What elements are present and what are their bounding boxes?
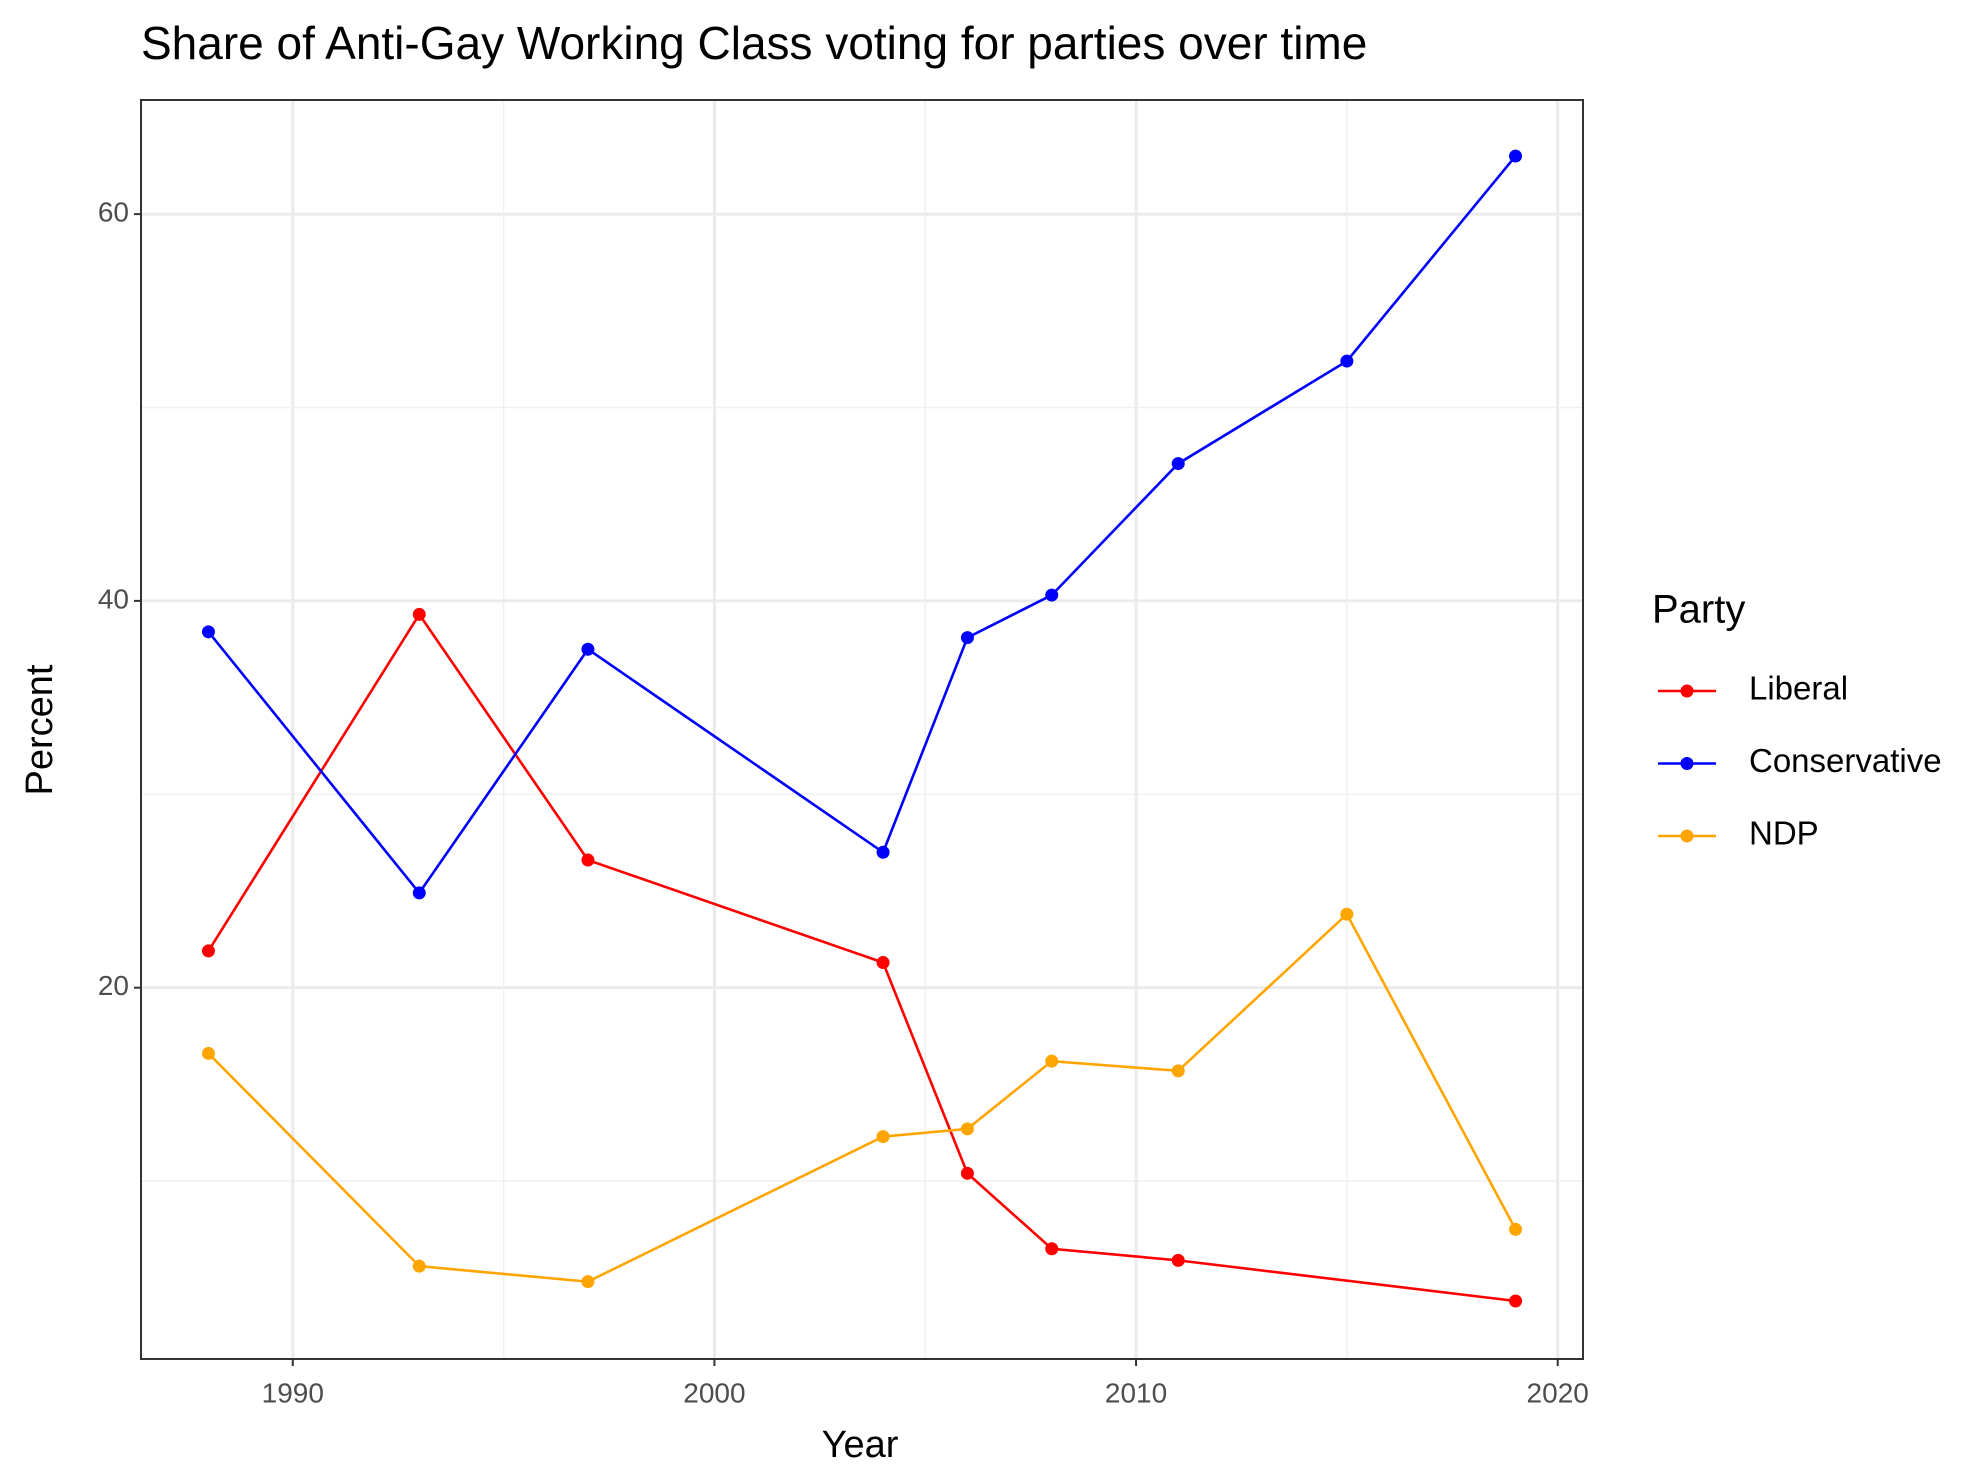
x-tick-label: 2020 [1527, 1377, 1589, 1408]
data-point [960, 1122, 974, 1136]
x-tick-label: 2010 [1105, 1377, 1167, 1408]
data-point [1340, 354, 1354, 368]
legend-label: Conservative [1749, 742, 1942, 779]
data-point [1509, 1294, 1523, 1308]
data-point [412, 886, 426, 900]
legend-key-point [1680, 829, 1694, 843]
legend-title: Party [1652, 588, 1745, 632]
plot-background [141, 100, 1583, 1359]
y-tick-label: 60 [98, 196, 129, 227]
legend-key-point [1680, 684, 1694, 698]
legend-key-point [1680, 757, 1694, 770]
data-point [876, 956, 890, 970]
data-point [412, 607, 426, 621]
data-point [1171, 1253, 1185, 1267]
data-point [1509, 1222, 1523, 1236]
series-line [207, 612, 1516, 1303]
data-point [412, 1259, 426, 1273]
data-point [581, 642, 595, 656]
data-point [960, 1166, 974, 1180]
legend-label: NDP [1749, 815, 1819, 852]
chart-title: Share of Anti-Gay Working Class voting f… [141, 17, 1367, 69]
data-point [1171, 457, 1185, 471]
data-point [1171, 1064, 1185, 1078]
data-point [581, 1275, 595, 1289]
data-point [1045, 1242, 1059, 1256]
y-axis-label: Percent [19, 664, 61, 795]
x-axis-label: Year [822, 1424, 899, 1466]
y-tick-label: 20 [98, 970, 129, 1001]
x-tick-label: 1990 [262, 1377, 324, 1408]
plot-border [140, 99, 1584, 1360]
data-point [1509, 149, 1523, 163]
data-point [960, 631, 974, 645]
data-point [876, 845, 890, 859]
data-point [1045, 588, 1059, 602]
y-tick-label: 40 [98, 583, 129, 614]
data-point [1045, 1054, 1059, 1068]
data-point [201, 625, 215, 639]
data-point [1340, 907, 1354, 921]
data-point [581, 853, 595, 867]
data-point [201, 944, 215, 958]
legend-label: Liberal [1749, 670, 1848, 707]
data-point [201, 1046, 215, 1060]
data-point [876, 1130, 890, 1144]
x-tick-label: 2000 [683, 1377, 745, 1408]
